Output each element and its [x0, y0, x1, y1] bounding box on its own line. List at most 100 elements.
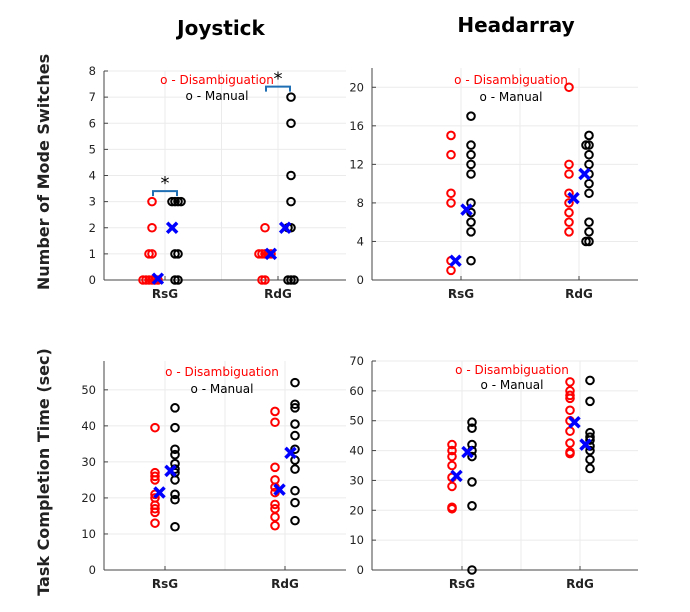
legend-disambiguation: o - Disambiguation	[160, 73, 274, 87]
point-disambiguation	[150, 493, 160, 503]
point-disambiguation	[564, 188, 574, 199]
point-disambiguation	[564, 159, 574, 170]
mean-stroke	[568, 415, 581, 429]
mean-stroke	[264, 247, 278, 261]
point-disambiguation	[138, 275, 148, 285]
point-manual	[176, 196, 186, 207]
point-disambiguation	[270, 406, 280, 417]
point-manual	[467, 501, 477, 511]
legend-manual: o - Manual	[191, 382, 254, 396]
mean-stroke	[579, 438, 592, 451]
mean-stroke	[449, 254, 462, 267]
point-manual	[584, 227, 594, 237]
point-manual	[290, 515, 300, 526]
mean-marker-disambiguation	[449, 254, 462, 267]
point-manual	[290, 444, 300, 455]
point-disambiguation	[141, 275, 151, 285]
point-manual	[173, 196, 183, 207]
y-tick-label: 30	[81, 455, 96, 469]
point-manual	[290, 464, 300, 474]
y-tick-label: 0	[357, 563, 364, 577]
point-disambiguation	[565, 447, 575, 457]
y-tick-label: 20	[81, 491, 96, 505]
point-disambiguation	[565, 377, 575, 387]
point-manual	[466, 140, 476, 150]
point-manual	[170, 249, 180, 259]
point-disambiguation	[447, 481, 457, 492]
point-manual	[286, 275, 296, 285]
point-manual	[286, 118, 296, 129]
point-manual	[466, 227, 476, 237]
mean-stroke	[450, 469, 463, 483]
x-tick-label: RsG	[448, 287, 474, 301]
mean-marker-disambiguation	[450, 469, 463, 483]
point-disambiguation	[260, 222, 270, 233]
point-manual	[290, 430, 300, 441]
point-manual	[584, 178, 594, 189]
point-manual	[581, 236, 591, 247]
y-tick-label: 50	[349, 414, 364, 428]
mean-marker-manual	[579, 438, 592, 451]
point-manual	[170, 494, 180, 505]
point-manual	[170, 275, 180, 285]
point-manual	[170, 521, 180, 532]
point-manual	[286, 170, 296, 181]
point-disambiguation	[447, 502, 457, 513]
significance-bracket	[265, 85, 291, 92]
point-disambiguation	[447, 460, 457, 471]
point-manual	[584, 140, 594, 150]
point-disambiguation	[150, 422, 160, 433]
point-disambiguation	[254, 249, 264, 259]
mean-marker-manual	[165, 221, 179, 234]
mean-stroke	[578, 167, 591, 181]
point-manual	[466, 111, 476, 121]
y-tick-label: 5	[89, 142, 96, 156]
point-disambiguation	[446, 188, 456, 199]
mean-marker-manual	[461, 445, 474, 459]
y-tick-label: 6	[89, 116, 96, 130]
mean-marker-manual	[578, 167, 591, 181]
point-disambiguation	[564, 198, 574, 208]
point-disambiguation	[144, 275, 154, 285]
legend-manual: o - Manual	[186, 89, 249, 103]
point-disambiguation	[257, 275, 267, 285]
point-disambiguation	[150, 471, 160, 482]
point-disambiguation	[150, 518, 160, 528]
point-disambiguation	[270, 512, 280, 522]
point-manual	[467, 451, 477, 462]
point-manual	[467, 565, 477, 575]
point-manual	[466, 255, 476, 266]
mean-marker-disambiguation	[273, 483, 286, 496]
point-manual	[170, 422, 180, 433]
point-disambiguation	[564, 207, 574, 218]
panel-2: 0 4 8 12 16 20 RsG RdG o - Disambiguation o - Man…	[349, 68, 638, 301]
point-disambiguation	[147, 249, 157, 259]
point-manual	[290, 403, 300, 413]
point-disambiguation	[150, 467, 160, 478]
point-disambiguation	[150, 503, 160, 514]
x-tick-label: RdG	[565, 287, 593, 301]
row-ylabel-task-time: Task Completion Time (sec)	[34, 348, 53, 596]
point-manual	[289, 275, 299, 285]
point-disambiguation	[270, 417, 280, 428]
point-disambiguation	[147, 196, 157, 207]
y-tick-label: 16	[349, 119, 364, 133]
y-tick-label: 7	[89, 90, 96, 104]
mean-stroke	[278, 221, 292, 234]
point-disambiguation	[446, 198, 456, 208]
column-title-joystick: Joystick	[175, 16, 265, 40]
y-tick-label: 0	[357, 273, 364, 287]
point-manual	[290, 419, 300, 429]
point-disambiguation	[565, 426, 575, 436]
point-disambiguation	[257, 249, 267, 259]
panel-3: 0 10 20 30 40 50 RsG RdG o - Disambiguation o - M…	[81, 361, 346, 591]
point-manual	[167, 196, 177, 207]
y-tick-label: 4	[357, 234, 364, 248]
point-disambiguation	[270, 462, 280, 473]
point-disambiguation	[564, 169, 574, 179]
y-tick-label: 10	[81, 527, 96, 541]
mean-stroke	[165, 221, 179, 234]
point-manual	[173, 249, 183, 259]
mean-marker-manual	[164, 464, 177, 478]
